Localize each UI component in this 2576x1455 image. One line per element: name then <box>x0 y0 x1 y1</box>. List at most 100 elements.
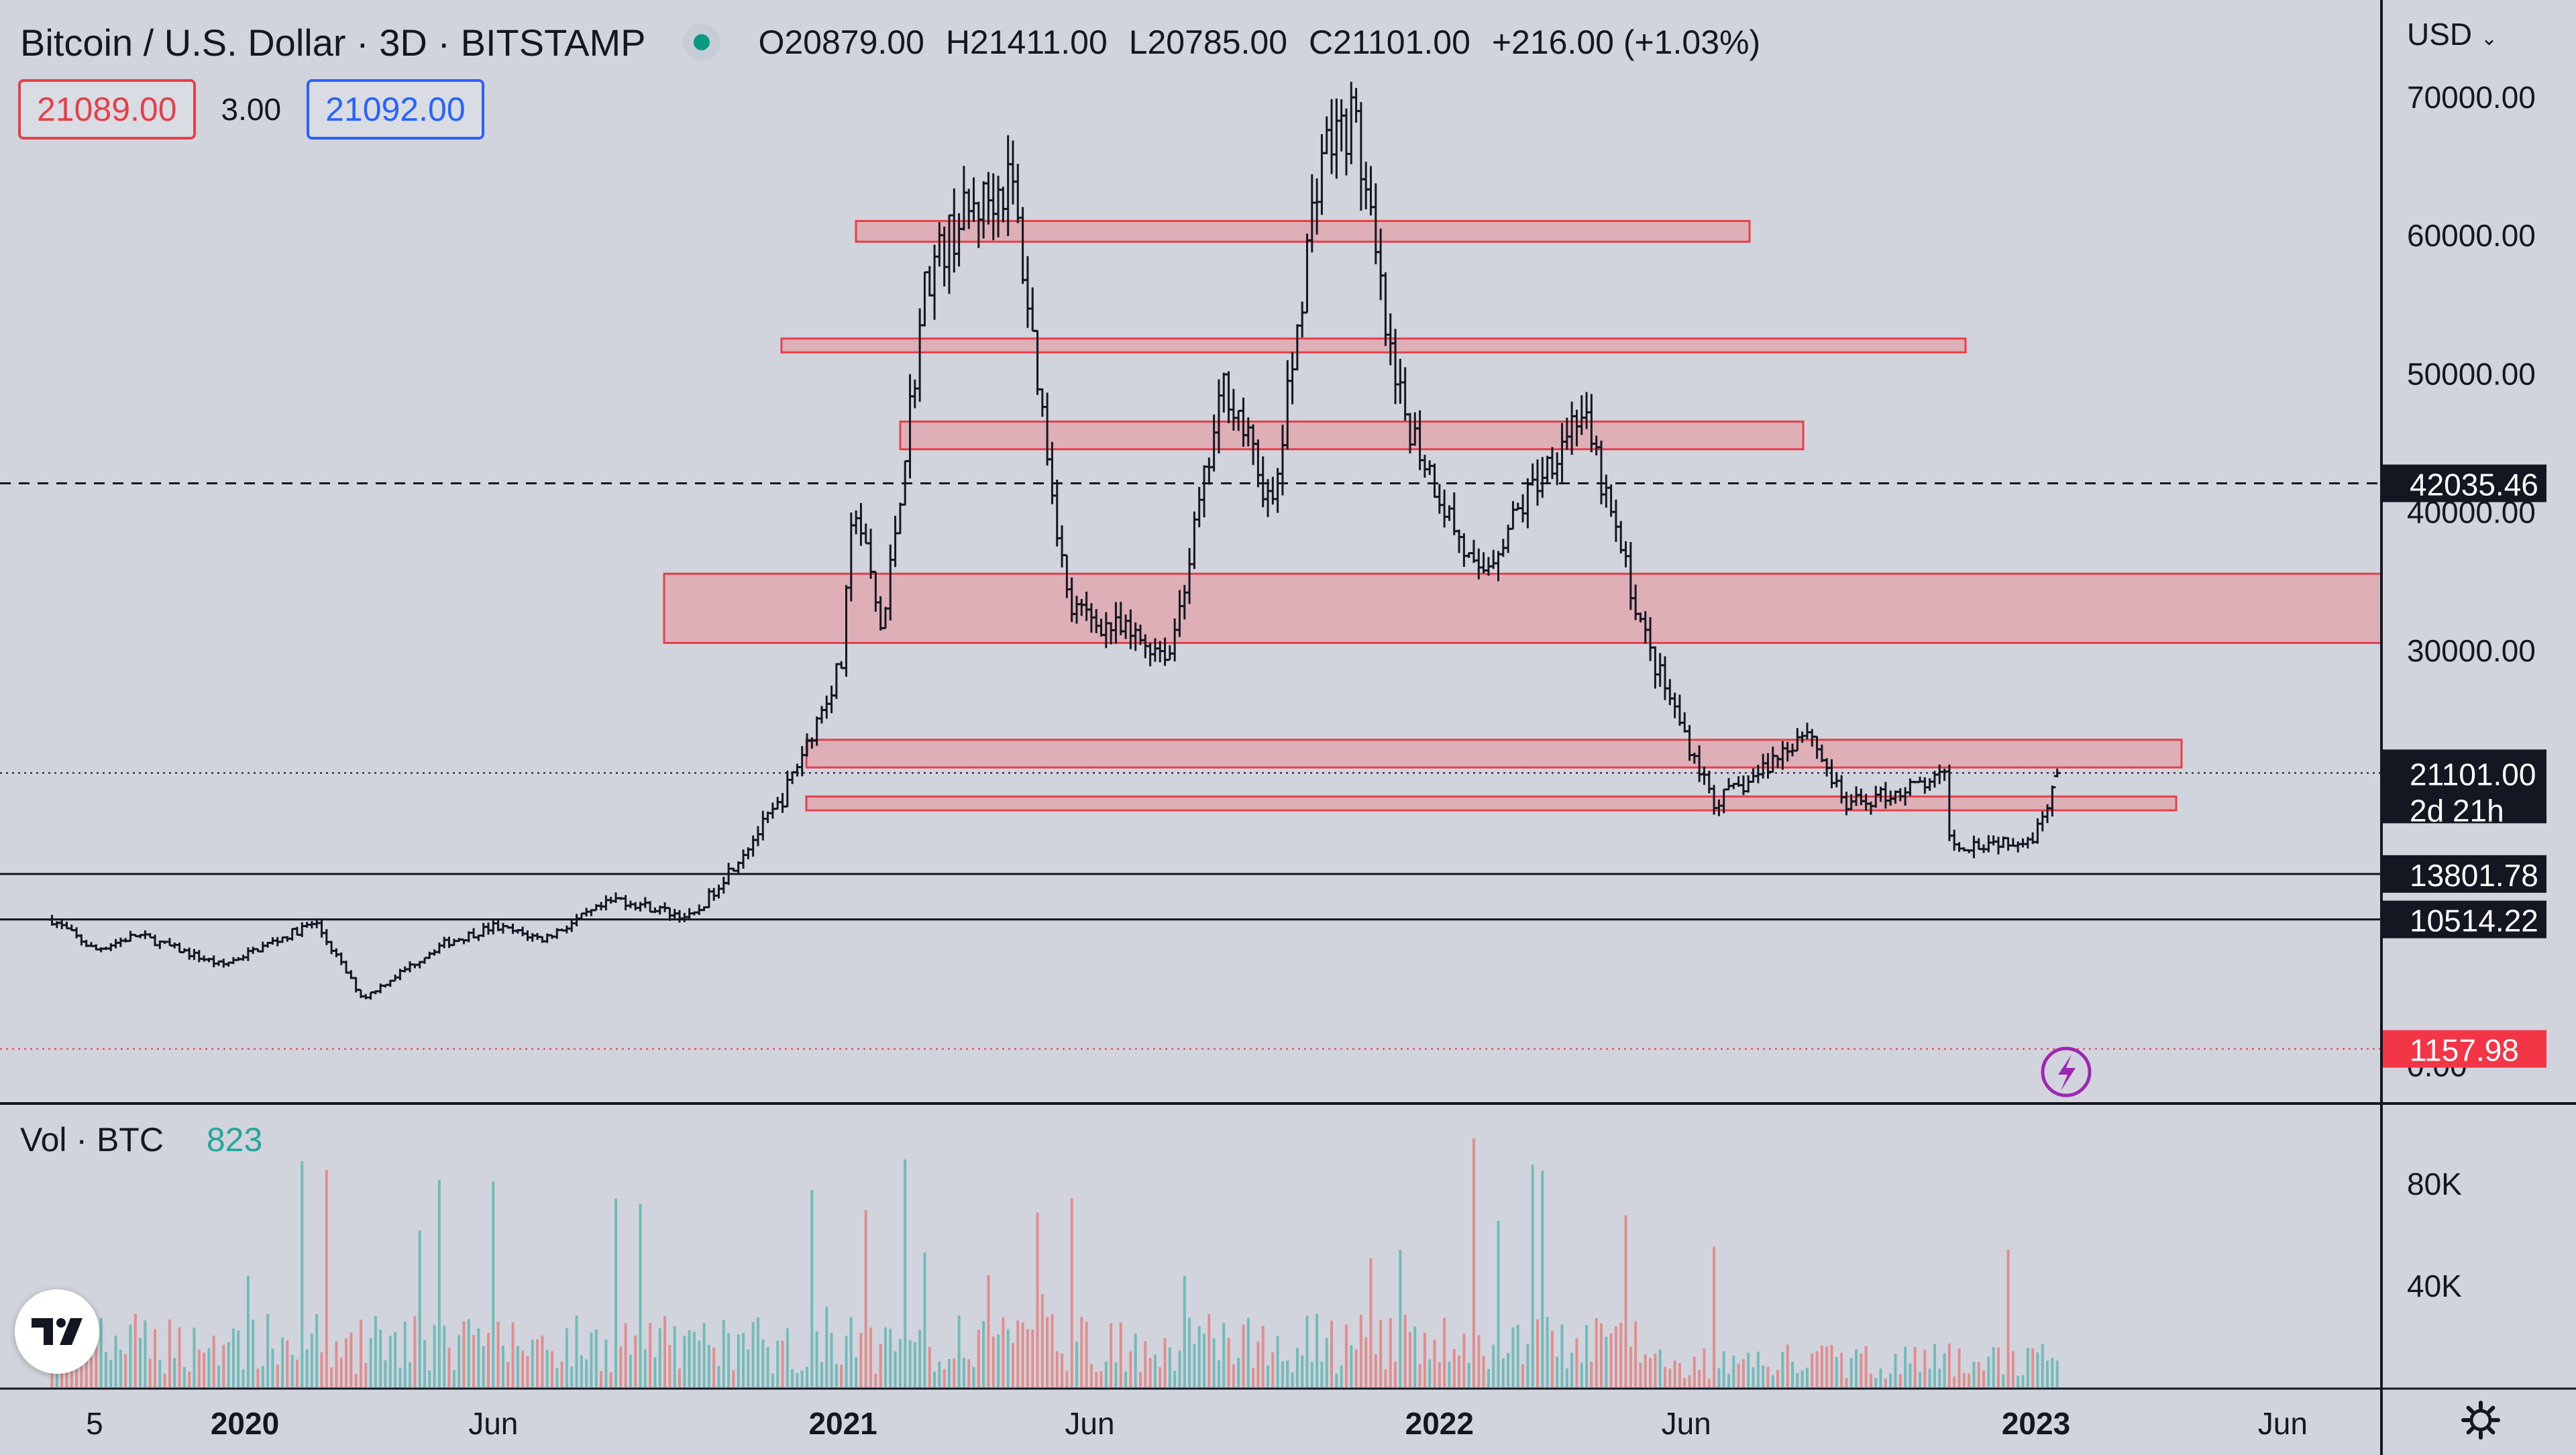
volume-bar <box>1909 1363 1912 1387</box>
volume-bar <box>1511 1327 1515 1387</box>
volume-bar <box>207 1348 211 1387</box>
volume-bar <box>129 1324 132 1387</box>
symbol-title[interactable]: Bitcoin / U.S. Dollar · 3D · BITSTAMP <box>20 21 646 64</box>
volume-legend[interactable]: Vol · BTC 823 <box>20 1120 262 1159</box>
volume-bar <box>1840 1352 1843 1387</box>
volume-bar <box>928 1346 931 1387</box>
volume-bar <box>1570 1352 1574 1387</box>
volume-bar <box>1159 1367 1162 1387</box>
volume-bar <box>1089 1364 1093 1387</box>
volume-bar <box>1947 1343 1951 1387</box>
volume-bar <box>1654 1353 1657 1387</box>
volume-bar <box>859 1332 863 1387</box>
dashed-level-tag: 42035.46 <box>2410 468 2538 502</box>
volume-bar <box>1693 1356 1696 1387</box>
level-1-tag-bg <box>2383 855 2546 893</box>
volume-bar <box>99 1317 103 1387</box>
trade-buttons: 21089.00 3.00 21092.00 <box>18 79 484 140</box>
volume-bar <box>1830 1345 1833 1387</box>
volume-bar <box>1462 1334 1466 1387</box>
volume-bar <box>330 1367 333 1387</box>
volume-bar <box>320 1352 323 1387</box>
volume-bar <box>1884 1378 1887 1387</box>
volume-bar <box>649 1323 652 1387</box>
volume-bar <box>1982 1370 1986 1387</box>
volume-bar <box>619 1346 623 1387</box>
volume-bar <box>315 1314 319 1387</box>
volume-bar <box>2046 1360 2049 1387</box>
volume-bar <box>541 1335 544 1387</box>
volume-bar <box>756 1317 759 1387</box>
price-tick-label: 50000.00 <box>2407 356 2536 391</box>
volume-bar <box>1801 1370 1804 1387</box>
volume-bar <box>1904 1346 1907 1387</box>
gear-icon[interactable] <box>2459 1399 2502 1442</box>
volume-bar <box>732 1370 735 1387</box>
lightning-icon[interactable] <box>2041 1046 2092 1097</box>
volume-bar <box>898 1339 902 1387</box>
volume-bar <box>913 1342 916 1387</box>
volume-bar <box>492 1181 495 1387</box>
buy-button[interactable]: 21092.00 <box>307 79 484 140</box>
volume-bar <box>1168 1347 1171 1387</box>
volume-bar <box>1752 1367 1755 1387</box>
volume-bar <box>742 1332 745 1387</box>
volume-bar <box>830 1332 833 1387</box>
volume-bar <box>1575 1338 1578 1387</box>
volume-bar <box>403 1322 407 1387</box>
volume-bar <box>1972 1362 1976 1387</box>
volume-bar <box>536 1339 539 1387</box>
volume-bar <box>193 1328 196 1387</box>
volume-bar <box>148 1358 152 1387</box>
volume-bar <box>658 1328 661 1387</box>
volume-bar <box>335 1341 338 1387</box>
market-status-icon[interactable] <box>683 23 721 61</box>
time-tick-label: Jun <box>1065 1406 1114 1441</box>
volume-bar <box>359 1319 362 1387</box>
volume-bar <box>991 1336 995 1387</box>
volume-bar <box>1252 1367 1255 1387</box>
volume-bar <box>350 1332 353 1387</box>
time-tick-label: 5 <box>86 1406 103 1441</box>
current-price-tag: 21101.00 <box>2410 757 2536 792</box>
volume-tick-label: 40K <box>2407 1269 2462 1303</box>
volume-bar <box>2021 1375 2025 1387</box>
volume-bar <box>227 1342 230 1387</box>
sell-button[interactable]: 21089.00 <box>18 79 196 140</box>
volume-bar <box>1599 1323 1603 1387</box>
tradingview-logo-icon[interactable] <box>15 1289 99 1374</box>
volume-bar <box>477 1328 480 1387</box>
volume-bar <box>433 1325 436 1387</box>
volume-bar <box>1609 1333 1613 1387</box>
volume-bar <box>1114 1362 1118 1387</box>
volume-bar <box>702 1323 706 1387</box>
volume-bar <box>501 1345 504 1387</box>
volume-bar <box>1021 1322 1024 1387</box>
volume-bar <box>1953 1376 1956 1387</box>
volume-bar <box>815 1331 818 1387</box>
volume-bar <box>437 1179 441 1387</box>
volume-bar <box>1996 1347 2000 1387</box>
volume-bar <box>369 1338 372 1387</box>
volume-bar <box>1276 1336 1279 1387</box>
volume-bar <box>413 1316 417 1387</box>
volume-bar <box>1193 1344 1196 1387</box>
volume-bar <box>1379 1319 1383 1387</box>
volume-bar <box>1835 1356 1838 1387</box>
volume-bar <box>1051 1314 1054 1387</box>
volume-bar <box>1448 1361 1451 1387</box>
volume-bar <box>1443 1317 1446 1387</box>
volume-bar <box>1423 1332 1426 1387</box>
volume-bar <box>345 1338 348 1387</box>
volume-bar <box>1943 1353 1946 1387</box>
volume-bar <box>379 1329 382 1387</box>
volume-bar <box>1717 1368 1721 1387</box>
volume-bar <box>1933 1344 1936 1387</box>
currency-selector[interactable]: USD ⌄ <box>2407 16 2498 52</box>
volume-bar <box>555 1368 559 1387</box>
volume-bar <box>840 1364 843 1387</box>
volume-bar <box>1894 1353 1897 1387</box>
current-price-tag-bg <box>2383 749 2546 824</box>
